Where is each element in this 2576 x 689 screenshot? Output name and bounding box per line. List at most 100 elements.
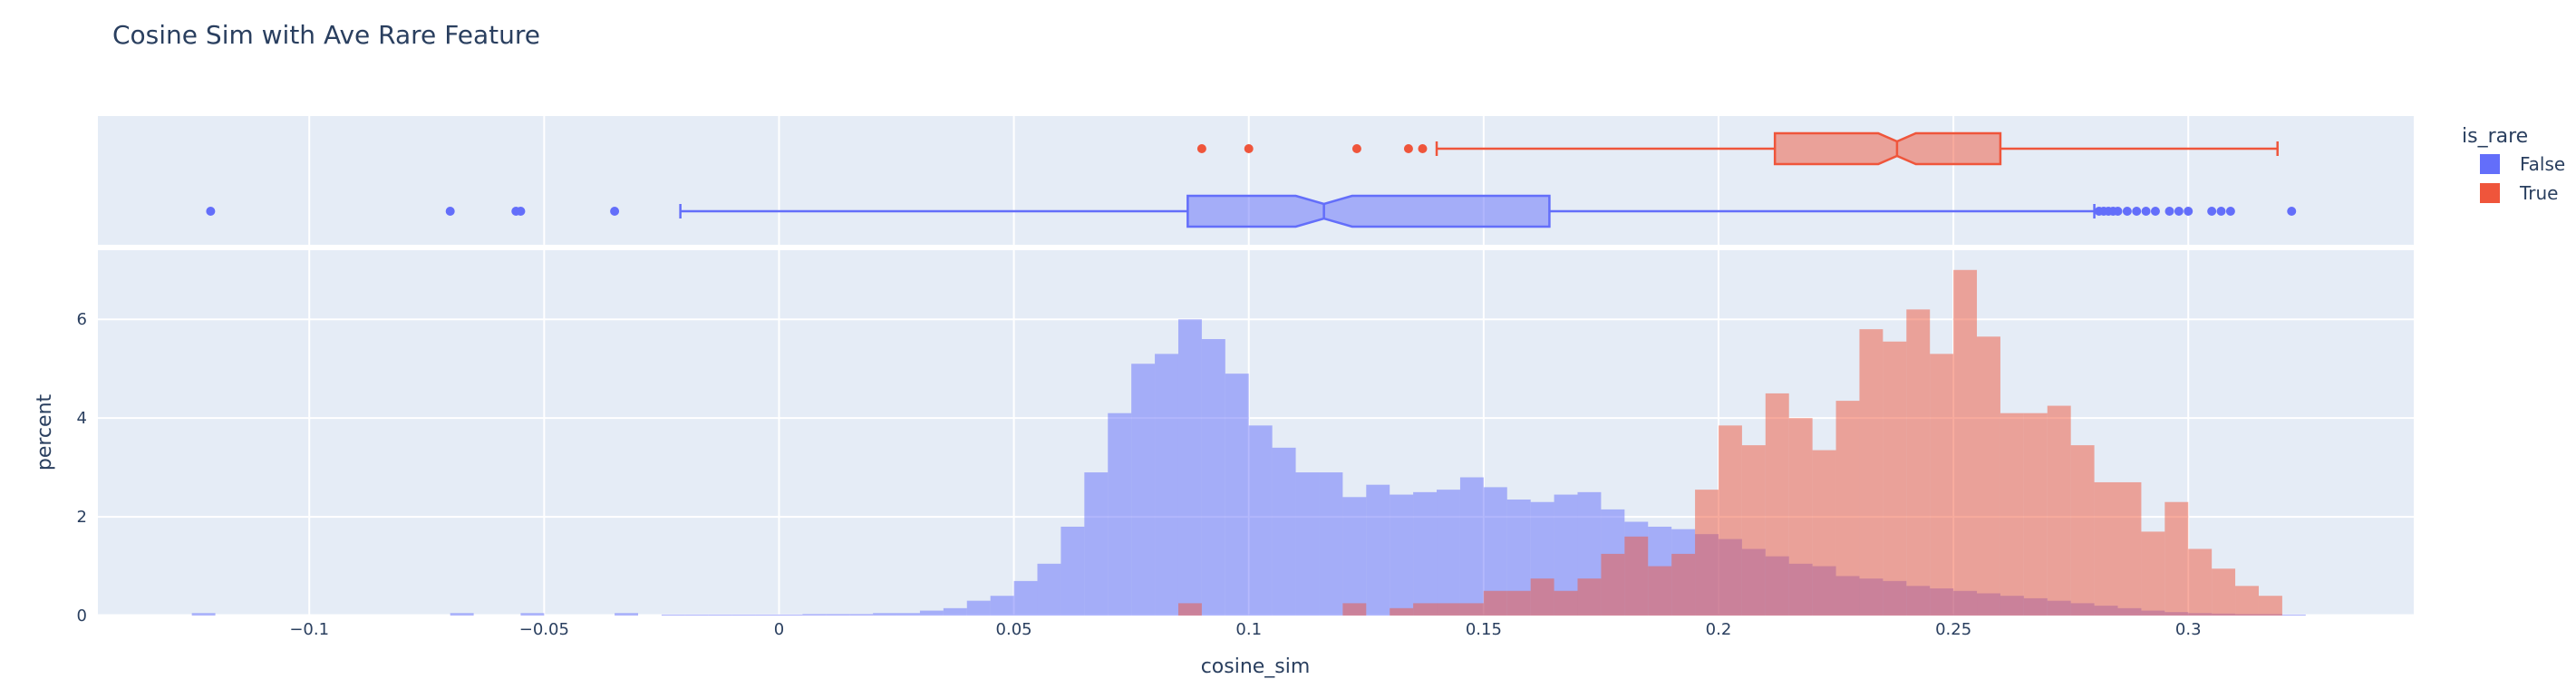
- histogram-bar-true: [1601, 553, 1625, 616]
- histogram-bar-true: [2117, 481, 2142, 616]
- histogram-bar-true: [1741, 445, 1766, 616]
- histogram-bar-false: [802, 614, 827, 616]
- histogram-bar-false: [755, 614, 780, 616]
- histogram-bar-true: [1554, 590, 1578, 616]
- x-tick-label: 0.15: [1466, 620, 1502, 639]
- histogram-bar-true: [1459, 603, 1484, 616]
- histogram-bar-false: [1013, 580, 1038, 616]
- outlier-point: [1418, 144, 1428, 153]
- histogram-bar-true: [2235, 586, 2259, 616]
- histogram-bar-false: [1413, 491, 1438, 616]
- histogram-bar-false: [1366, 484, 1390, 616]
- histogram-bar-true: [2047, 405, 2071, 616]
- histogram-bar-true: [1648, 566, 1672, 616]
- outlier-point: [2132, 207, 2142, 216]
- outlier-point: [2141, 207, 2151, 216]
- histogram-bar-false: [943, 607, 967, 616]
- histogram-bar-true: [1483, 590, 1507, 616]
- histogram-bar-false: [826, 614, 850, 616]
- histogram-bar-false: [450, 613, 474, 616]
- histogram-bar-false: [1084, 472, 1109, 616]
- histogram-bar-true: [1977, 336, 2000, 616]
- histogram-bar-true: [1906, 309, 1931, 616]
- outlier-point: [2207, 207, 2217, 216]
- outlier-point: [2174, 207, 2184, 216]
- histogram-bar-false: [1155, 354, 1178, 616]
- histogram-bar-true: [1765, 393, 1789, 616]
- histogram-bar-false: [779, 614, 803, 616]
- legend-item-false[interactable]: False: [2480, 153, 2565, 175]
- y-tick-label: 6: [77, 310, 87, 329]
- histogram-bar-false: [731, 614, 756, 616]
- x-tick-label: 0.2: [1706, 620, 1732, 639]
- histogram-bar-false: [684, 614, 709, 616]
- histogram-bar-true: [1788, 418, 1813, 616]
- histogram-bar-true: [2000, 412, 2024, 616]
- outlier-point: [2216, 207, 2226, 216]
- legend-title: is_rare: [2462, 125, 2528, 148]
- box-true: [1196, 131, 2279, 166]
- outlier-point: [2164, 207, 2174, 216]
- histogram-bar-true: [2094, 481, 2118, 616]
- histogram-bar-true: [2164, 501, 2189, 616]
- histogram-bar-false: [896, 613, 920, 616]
- y-tick-label: 4: [77, 409, 87, 428]
- outlier-point: [1244, 144, 1254, 153]
- legend-swatch-true: [2480, 183, 2500, 203]
- histogram-bar-true: [1953, 269, 1978, 616]
- histogram-bar-false: [191, 613, 216, 616]
- legend[interactable]: is_rare False True: [2462, 125, 2565, 204]
- histogram-bar-true: [1718, 425, 1742, 616]
- legend-item-true[interactable]: True: [2480, 182, 2558, 204]
- outlier-point: [1351, 144, 1361, 153]
- outlier-point: [610, 207, 620, 216]
- y-tick-labels: 0 2 4 6: [77, 310, 87, 626]
- outlier-point: [2287, 207, 2297, 216]
- outlier-point: [516, 207, 526, 216]
- histogram-bar-false: [1108, 412, 1132, 616]
- histogram-bar-false: [520, 613, 545, 616]
- histogram-bar-true: [1342, 603, 1367, 616]
- histogram-bar-true: [1835, 401, 1860, 616]
- histogram-bar-true: [1177, 603, 1202, 616]
- histogram-bar-false: [873, 613, 897, 616]
- outlier-point: [2150, 207, 2160, 216]
- x-tick-label: 0.05: [996, 620, 1032, 639]
- histogram-bar-true: [1930, 354, 1954, 616]
- y-tick-label: 0: [77, 607, 87, 626]
- histogram-bar-false: [1037, 563, 1061, 616]
- box-plots: [206, 131, 2297, 228]
- histogram-bar-true: [1812, 450, 1836, 616]
- x-tick-label: −0.1: [289, 620, 329, 639]
- histogram-bar-false: [615, 613, 638, 616]
- histogram-bar-true: [1506, 590, 1531, 616]
- histogram-bar-true: [1437, 603, 1460, 616]
- outlier-point: [206, 207, 216, 216]
- x-tick-label: 0.1: [1235, 620, 1262, 639]
- histogram-bar-false: [849, 614, 874, 616]
- x-axis-title: cosine_sim: [1201, 655, 1311, 678]
- x-tick-label: 0.25: [1935, 620, 1971, 639]
- outlier-point: [445, 207, 455, 216]
- histogram-bar-true: [2258, 596, 2282, 616]
- histogram-bar-false: [990, 596, 1014, 616]
- histogram-bar-true: [1390, 607, 1414, 616]
- legend-swatch-false: [2480, 154, 2500, 174]
- outlier-point: [1403, 144, 1413, 153]
- histogram-bar-false: [1201, 339, 1225, 616]
- y-axis-title: percent: [34, 393, 56, 471]
- outlier-point: [2122, 207, 2132, 216]
- histogram-bar-true: [1530, 578, 1554, 616]
- legend-label-true: True: [2519, 182, 2558, 204]
- histogram-bar-true: [1577, 578, 1602, 616]
- histogram-bar-false: [708, 614, 732, 616]
- histogram-bar-false: [1342, 497, 1367, 616]
- histogram-bar-false: [1459, 477, 1484, 616]
- histogram-bar-false: [1060, 526, 1085, 616]
- histogram-bar-true: [1695, 490, 1719, 616]
- histogram-bar-false: [1437, 490, 1460, 616]
- outlier-point: [2184, 207, 2193, 216]
- outlier-point: [2113, 207, 2123, 216]
- x-tick-label: −0.05: [519, 620, 569, 639]
- outlier-point: [2225, 207, 2235, 216]
